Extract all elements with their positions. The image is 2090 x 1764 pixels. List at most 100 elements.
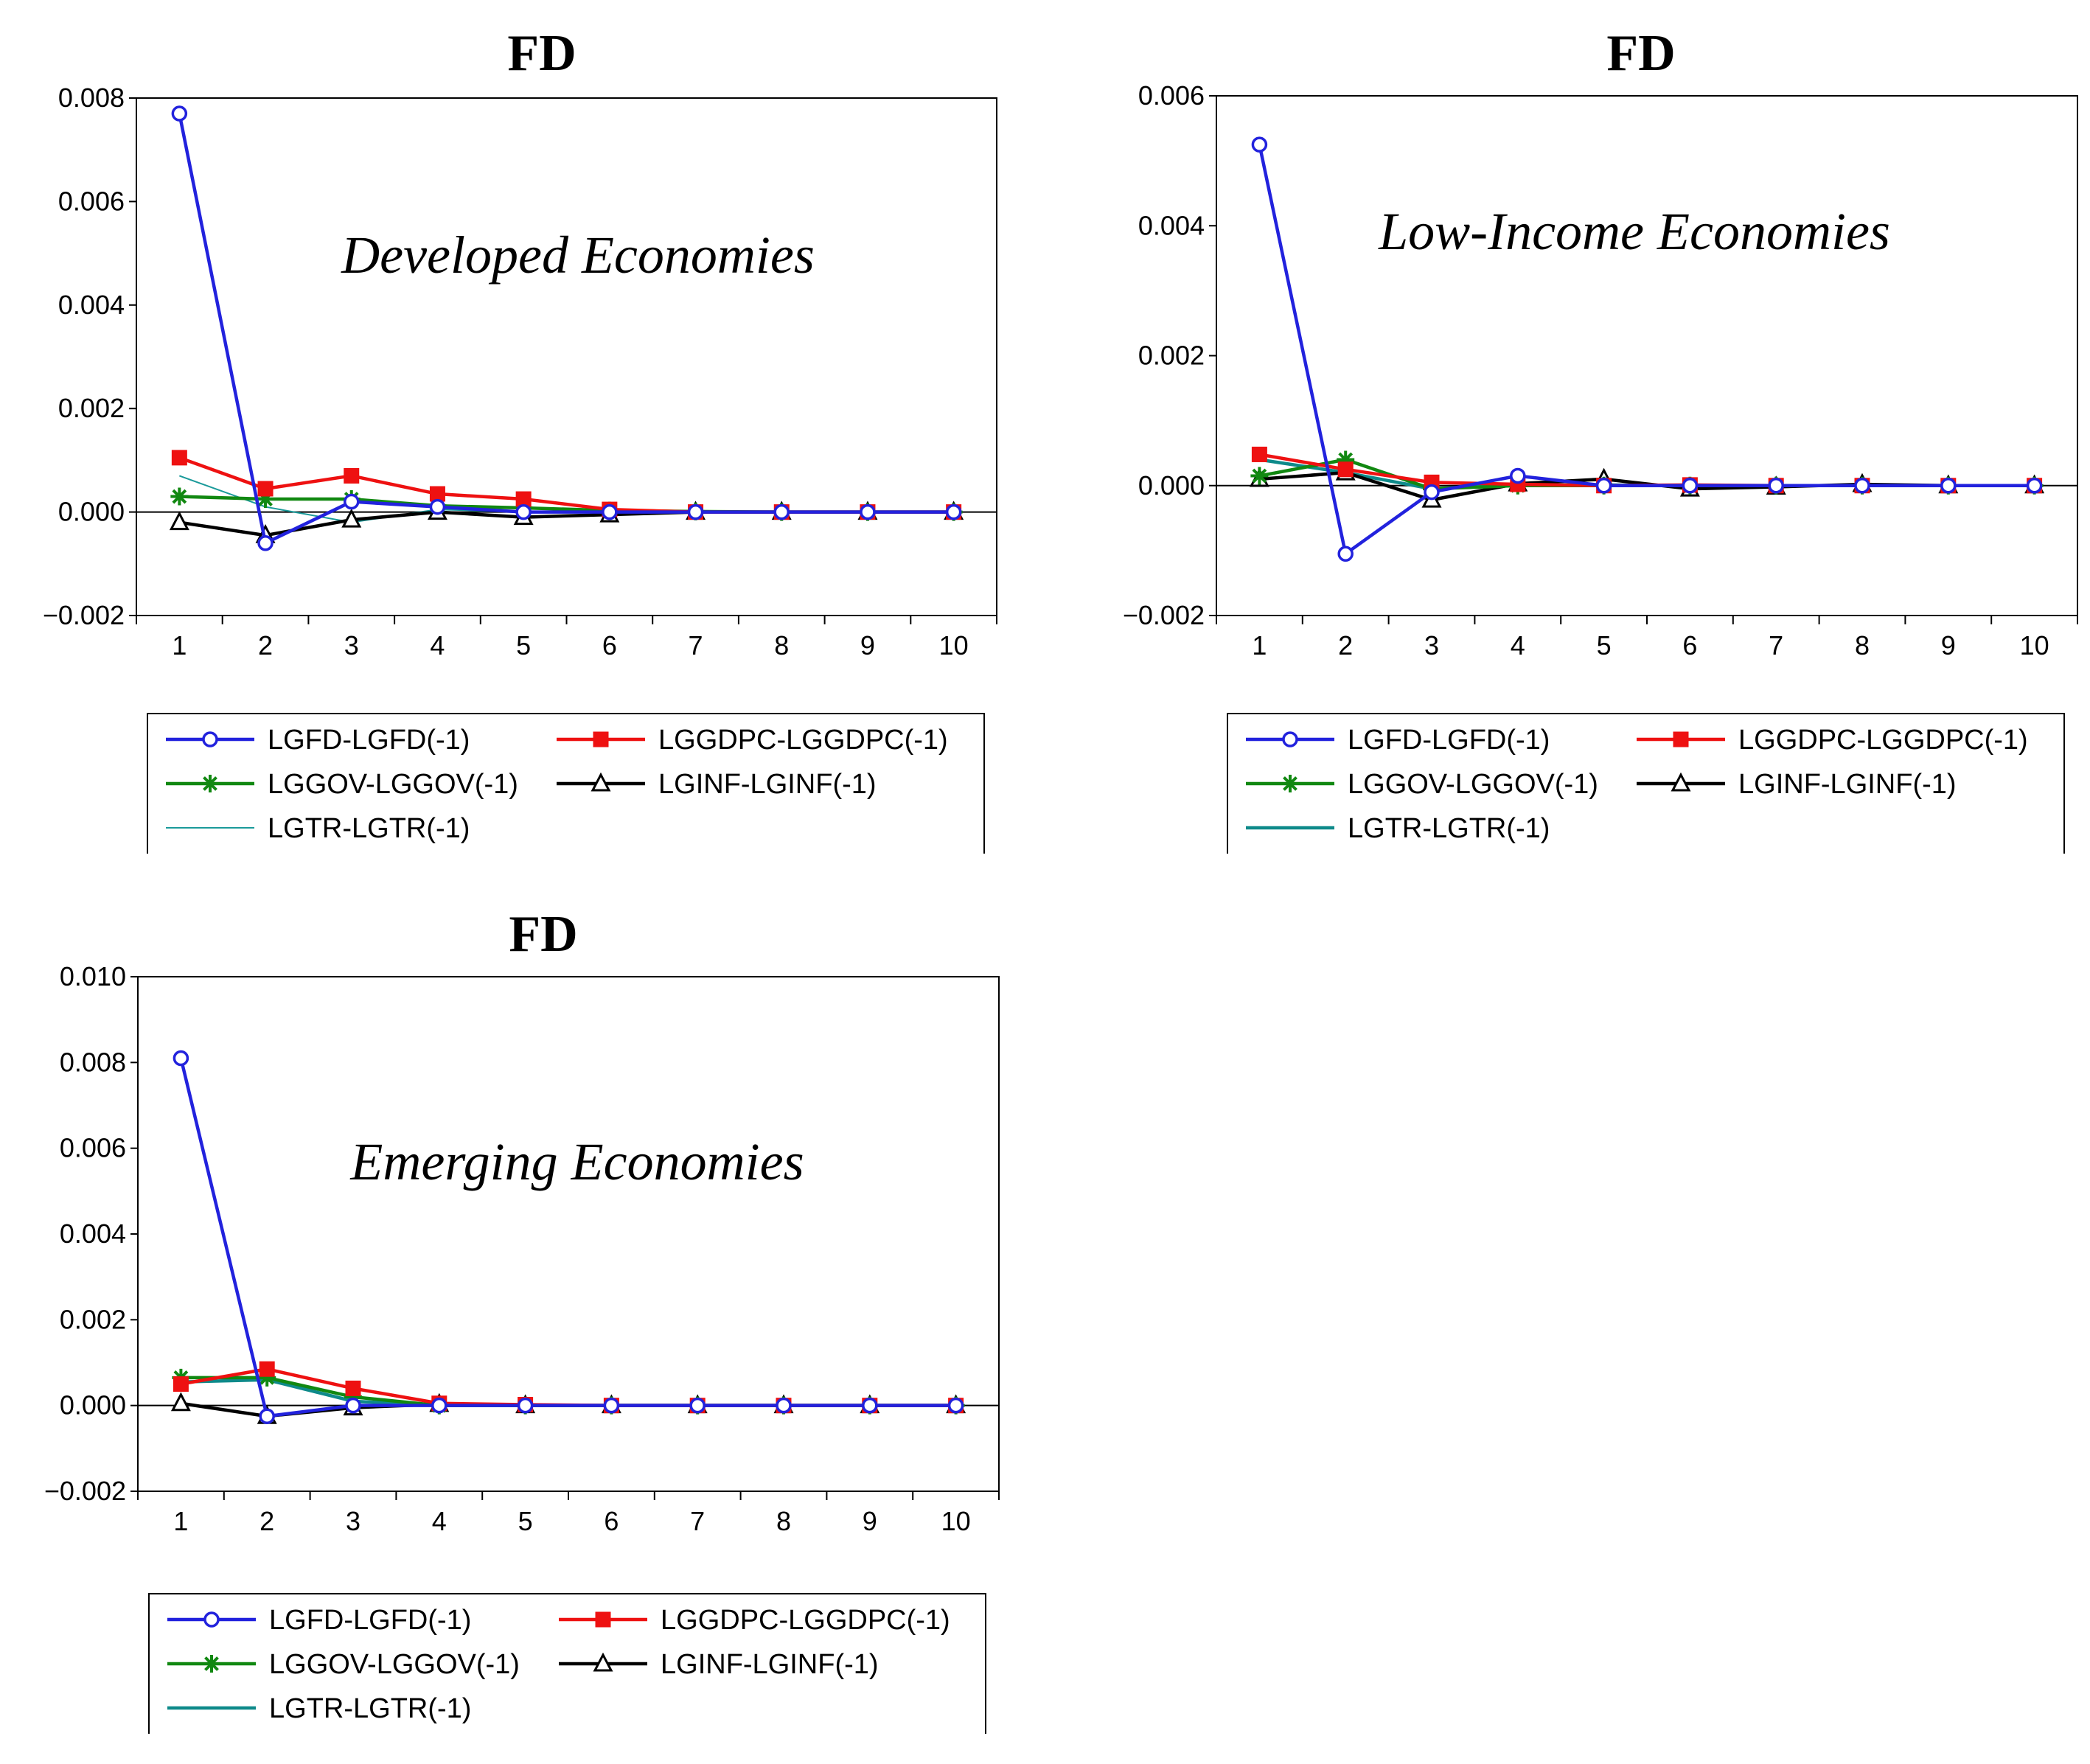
- series-LGFD-LGFD(-1): [173, 1050, 964, 1424]
- y-tick-label: 0.006: [1138, 80, 1205, 111]
- legend-marker: [203, 1611, 220, 1628]
- data-point: [1251, 136, 1268, 153]
- y-tick-label: 0.010: [60, 961, 126, 991]
- legend-item: LGINF-LGINF(-1): [559, 1649, 879, 1680]
- x-tick-label: 6: [602, 630, 617, 660]
- legend-marker: [1673, 731, 1689, 747]
- data-point: [259, 1361, 275, 1377]
- series-LGFD-LGFD(-1): [171, 105, 962, 551]
- legend-label: LGTR-LGTR(-1): [1348, 813, 1550, 844]
- x-tick-label: 1: [1252, 630, 1267, 660]
- y-tick-label: 0.000: [58, 497, 125, 527]
- legend-marker: [593, 731, 609, 747]
- x-tick-label: 2: [1338, 630, 1353, 660]
- data-point: [862, 1397, 878, 1414]
- x-tick-label: 3: [344, 630, 359, 660]
- data-point: [1251, 446, 1267, 462]
- data-point: [170, 1392, 191, 1412]
- x-tick-label: 2: [259, 1506, 274, 1536]
- data-point: [1682, 478, 1699, 494]
- legend-item: LGTR-LGTR(-1): [167, 1693, 471, 1724]
- series-LGFD-LGFD(-1): [1251, 136, 2043, 562]
- y-tick-label: 0.004: [60, 1219, 126, 1249]
- x-tick-label: 5: [516, 630, 531, 660]
- legend-label: LGINF-LGINF(-1): [1738, 769, 1957, 800]
- series-line: [179, 1057, 956, 1418]
- y-tick-label: 0.002: [60, 1304, 126, 1334]
- legend-label: LGFD-LGFD(-1): [268, 725, 470, 756]
- legend-label: LGINF-LGINF(-1): [658, 769, 877, 800]
- legend-item: LGFD-LGFD(-1): [166, 725, 470, 756]
- legend-marker: [595, 1611, 611, 1628]
- legend-item: LGFD-LGFD(-1): [1246, 725, 1550, 756]
- legend-label: LGGOV-LGGOV(-1): [1348, 769, 1598, 800]
- data-point: [431, 1397, 447, 1414]
- legend-label: LGGOV-LGGOV(-1): [269, 1649, 520, 1680]
- legend-frame: [148, 1593, 986, 1734]
- chart-low-income-economies: FD Low-Income Economies 0.006 0.004 0.002 0…: [1123, 25, 2078, 854]
- x-tick-label: 4: [432, 1506, 447, 1536]
- legend-item: LGGOV-LGGOV(-1): [166, 769, 518, 800]
- data-point: [345, 1380, 361, 1396]
- data-point: [1595, 478, 1612, 494]
- x-tick-label: 8: [776, 1506, 791, 1536]
- series-LGINF-LGINF(-1): [170, 1392, 966, 1424]
- y-tick-label: 0.008: [60, 1047, 126, 1077]
- legend-item: LGTR-LGTR(-1): [166, 813, 470, 844]
- x-tick-label: 5: [518, 1506, 533, 1536]
- x-tick-label: 10: [941, 1506, 971, 1536]
- data-point: [1510, 467, 1526, 484]
- series-line: [1258, 144, 2035, 557]
- chart-emerging-economies: FD Emerging Economies 0.010 0.008 0.006 0.0…: [44, 906, 1000, 1734]
- chart-title: FD: [509, 906, 577, 963]
- series-line: [178, 113, 954, 546]
- x-tick-label: 6: [604, 1506, 619, 1536]
- data-point: [345, 1397, 361, 1414]
- x-tick-label: 8: [774, 630, 789, 660]
- data-point: [1768, 478, 1784, 494]
- x-tick-label: 7: [1769, 630, 1783, 660]
- data-point: [344, 1388, 362, 1406]
- x-tick-label: 10: [2020, 630, 2049, 660]
- x-tick-label: 7: [690, 1506, 705, 1536]
- data-point: [257, 490, 275, 509]
- chart-developed-economies: FD Developed Economies 0.008 0.006 0.004 0.…: [43, 25, 997, 854]
- legend-item: LGGOV-LGGOV(-1): [1246, 769, 1598, 800]
- data-point: [515, 503, 532, 520]
- legend: LGFD-LGFD(-1) LGGDPC-LGGDPC(-1) LGGOV-LGGO…: [148, 1593, 986, 1734]
- data-point: [169, 511, 189, 531]
- x-tick-label: 1: [173, 1506, 188, 1536]
- data-point: [344, 493, 360, 510]
- legend: LGFD-LGFD(-1) LGGDPC-LGGDPC(-1) LGGOV-LGGO…: [1227, 713, 2065, 854]
- data-point: [689, 1397, 706, 1414]
- x-tick-label: 4: [430, 630, 445, 660]
- x-tick-label: 9: [863, 1506, 877, 1536]
- data-point: [1337, 450, 1355, 469]
- y-tick-label: −0.002: [44, 1476, 126, 1506]
- legend-marker: [201, 775, 219, 792]
- data-point: [603, 1397, 620, 1414]
- data-point: [517, 1397, 534, 1414]
- x-tick-label: 9: [1941, 630, 1956, 660]
- data-point: [602, 503, 618, 520]
- legend-item: LGGDPC-LGGDPC(-1): [557, 725, 948, 756]
- x-tick-label: 4: [1511, 630, 1525, 660]
- data-point: [173, 1050, 189, 1067]
- data-point: [170, 487, 189, 506]
- legend-label: LGGDPC-LGGDPC(-1): [661, 1605, 950, 1636]
- y-tick-label: 0.006: [58, 186, 125, 216]
- data-point: [257, 481, 274, 497]
- legend-label: LGINF-LGINF(-1): [661, 1649, 879, 1680]
- legend-item: LGTR-LGTR(-1): [1246, 813, 1550, 844]
- legend-marker: [202, 731, 218, 747]
- x-tick-label: 6: [1682, 630, 1697, 660]
- legend: LGFD-LGFD(-1) LGGDPC-LGGDPC(-1) LGGOV-LGGO…: [147, 713, 985, 854]
- x-tick-label: 9: [860, 630, 875, 660]
- data-point: [259, 1408, 275, 1424]
- y-tick-label: 0.008: [58, 83, 125, 113]
- legend-label: LGFD-LGFD(-1): [269, 1605, 471, 1636]
- y-tick-label: −0.002: [1123, 600, 1205, 630]
- x-tick-label: 3: [1424, 630, 1439, 660]
- x-tick-label: 10: [939, 630, 969, 660]
